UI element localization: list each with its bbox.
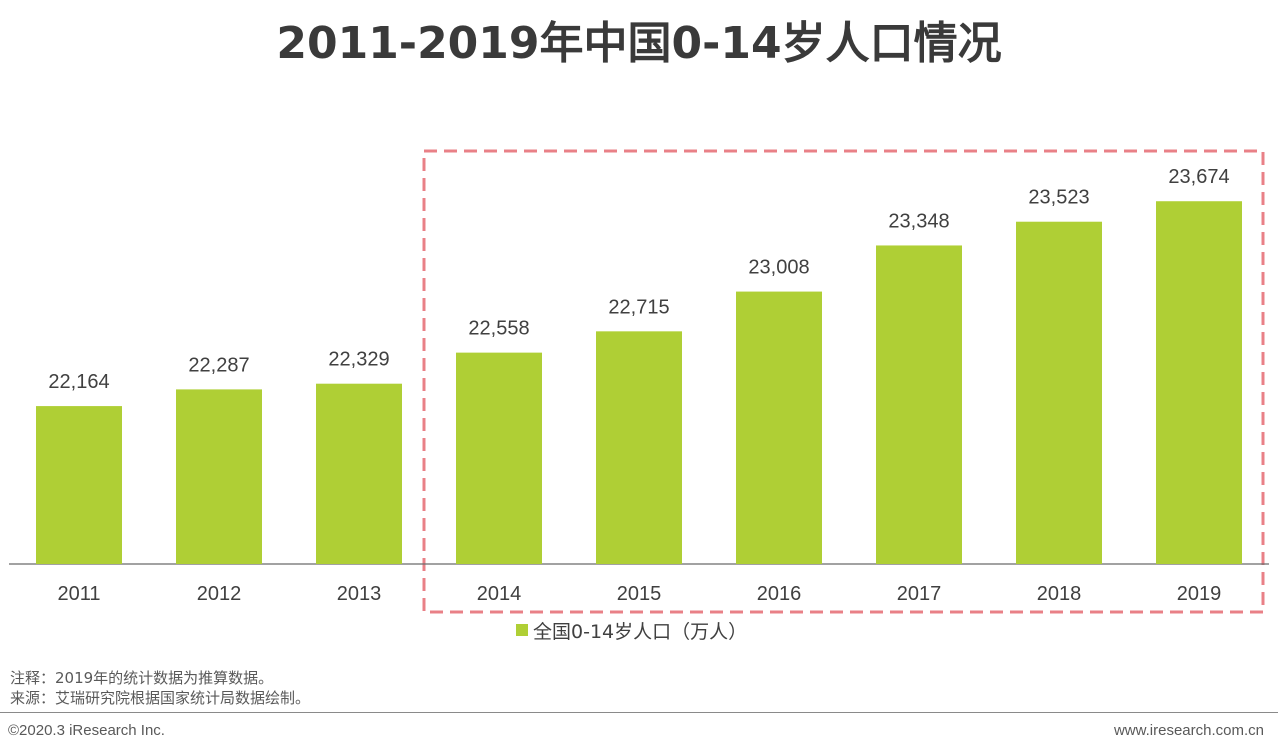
data-label-2018: 23,523 [1028, 187, 1089, 209]
data-label-2011: 22,164 [48, 371, 109, 393]
bar-2015 [596, 331, 682, 564]
data-label-2012: 22,287 [188, 354, 249, 376]
bar-2013 [316, 383, 402, 564]
bar-2016 [736, 291, 822, 564]
x-tick-label-2015: 2015 [617, 583, 662, 605]
data-label-2013: 22,329 [328, 349, 389, 371]
x-tick-label-2016: 2016 [757, 583, 802, 605]
highlight-box [422, 149, 1265, 614]
x-tick-label-2012: 2012 [197, 583, 242, 605]
x-tick-label-2018: 2018 [1037, 583, 1082, 605]
x-tick-label-2013: 2013 [337, 583, 382, 605]
x-tick-label-2019: 2019 [1177, 583, 1222, 605]
legend-swatch [516, 624, 528, 636]
website: www.iresearch.com.cn [1113, 722, 1264, 739]
bar-2018 [1016, 221, 1102, 564]
bar-2011 [36, 406, 122, 564]
x-tick-label-2014: 2014 [477, 583, 522, 605]
bar-2014 [456, 352, 542, 564]
copyright: ©2020.3 iResearch Inc. [8, 722, 165, 739]
x-tick-label-2017: 2017 [897, 583, 942, 605]
note-comment: 注释：2019年的统计数据为推算数据。 [10, 669, 274, 687]
footer-divider [0, 712, 1278, 713]
data-label-2015: 22,715 [608, 296, 669, 318]
chart-title: 2011-2019年中国0-14岁人口情况 [276, 18, 1002, 69]
data-label-2017: 23,348 [888, 210, 949, 232]
legend-label: 全国0-14岁人口（万人） [533, 620, 748, 643]
data-label-2014: 22,558 [468, 318, 529, 340]
note-source: 来源：艾瑞研究院根据国家统计局数据绘制。 [10, 689, 311, 707]
bar-2017 [876, 245, 962, 565]
data-label-2016: 23,008 [748, 257, 809, 279]
bar-2012 [176, 389, 262, 564]
legend: 全国0-14岁人口（万人） [516, 618, 748, 643]
data-label-2019: 23,674 [1168, 166, 1229, 188]
bar-2019 [1156, 201, 1242, 564]
x-tick-label-2011: 2011 [57, 583, 100, 605]
bar-chart: 22,164 2011 22,287 2012 22,329 2013 22,558 2014… [9, 149, 1269, 614]
